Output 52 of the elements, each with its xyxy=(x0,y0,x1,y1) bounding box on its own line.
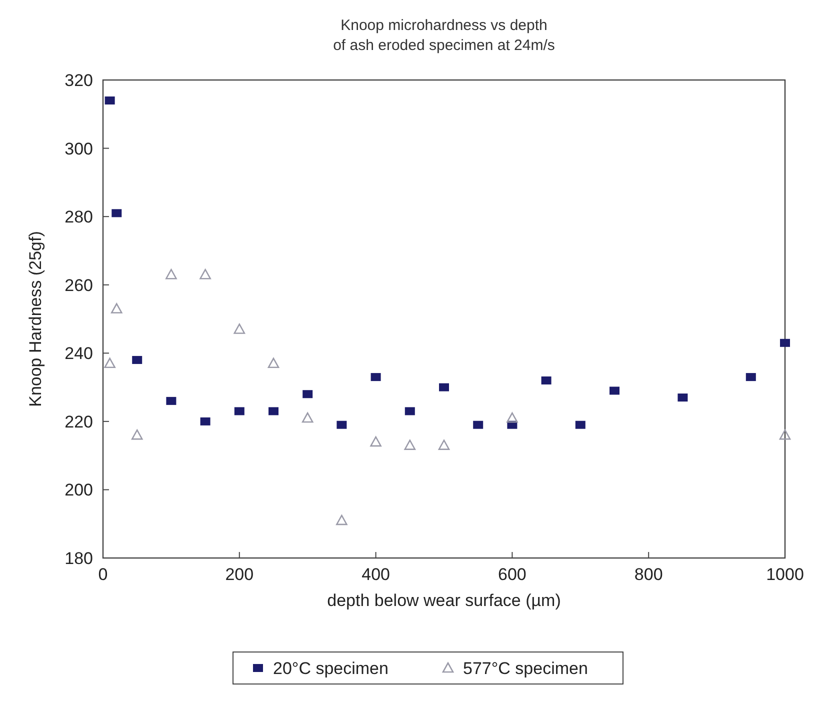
point xyxy=(541,376,552,384)
point xyxy=(575,420,586,429)
point xyxy=(438,440,450,450)
y-tick-label: 200 xyxy=(64,480,93,500)
x-tick-label: 0 xyxy=(98,565,108,584)
point xyxy=(336,420,347,429)
point xyxy=(302,412,314,423)
x-tick-label: 200 xyxy=(225,565,254,584)
point xyxy=(112,209,122,218)
point xyxy=(234,407,244,416)
point xyxy=(678,394,688,402)
y-tick-label: 260 xyxy=(64,276,93,295)
point xyxy=(780,338,790,347)
legend-label: 20°C specimen xyxy=(273,659,388,678)
point xyxy=(132,356,142,364)
point xyxy=(302,390,313,398)
point xyxy=(110,303,122,314)
point xyxy=(268,407,278,416)
point xyxy=(506,412,518,423)
y-tick-label: 240 xyxy=(64,344,93,364)
point xyxy=(779,429,791,440)
point xyxy=(131,429,143,440)
point xyxy=(439,383,449,392)
chart-title: Knoop microhardness vs depth of ash eroded specimen at 24m/s xyxy=(333,17,555,54)
y-tick-label: 320 xyxy=(64,71,93,90)
point xyxy=(104,358,116,368)
point xyxy=(166,396,176,405)
point xyxy=(473,420,484,429)
point xyxy=(370,436,382,447)
point xyxy=(610,386,620,395)
x-tick-label: 800 xyxy=(634,565,663,584)
y-axis-title: Knoop Hardness (25gf) xyxy=(26,231,45,407)
point xyxy=(104,96,115,104)
x-tick-label: 400 xyxy=(362,565,390,584)
x-tick-label: 600 xyxy=(498,565,526,584)
x-tick-label: 1000 xyxy=(766,565,804,584)
point xyxy=(404,440,416,450)
point xyxy=(234,324,246,334)
y-tick-label: 300 xyxy=(64,139,93,158)
point xyxy=(268,358,280,368)
point xyxy=(200,268,211,280)
legend-label: 577°C specimen xyxy=(463,659,588,678)
y-tick-label: 220 xyxy=(64,412,93,432)
point xyxy=(370,373,381,382)
point xyxy=(336,514,348,526)
point xyxy=(404,407,415,416)
point xyxy=(166,268,177,280)
x-axis-title: depth below wear surface (µm) xyxy=(327,591,561,610)
point xyxy=(200,417,210,426)
y-tick-label: 280 xyxy=(64,208,93,227)
point xyxy=(746,373,756,382)
y-tick-label: 180 xyxy=(64,549,93,568)
